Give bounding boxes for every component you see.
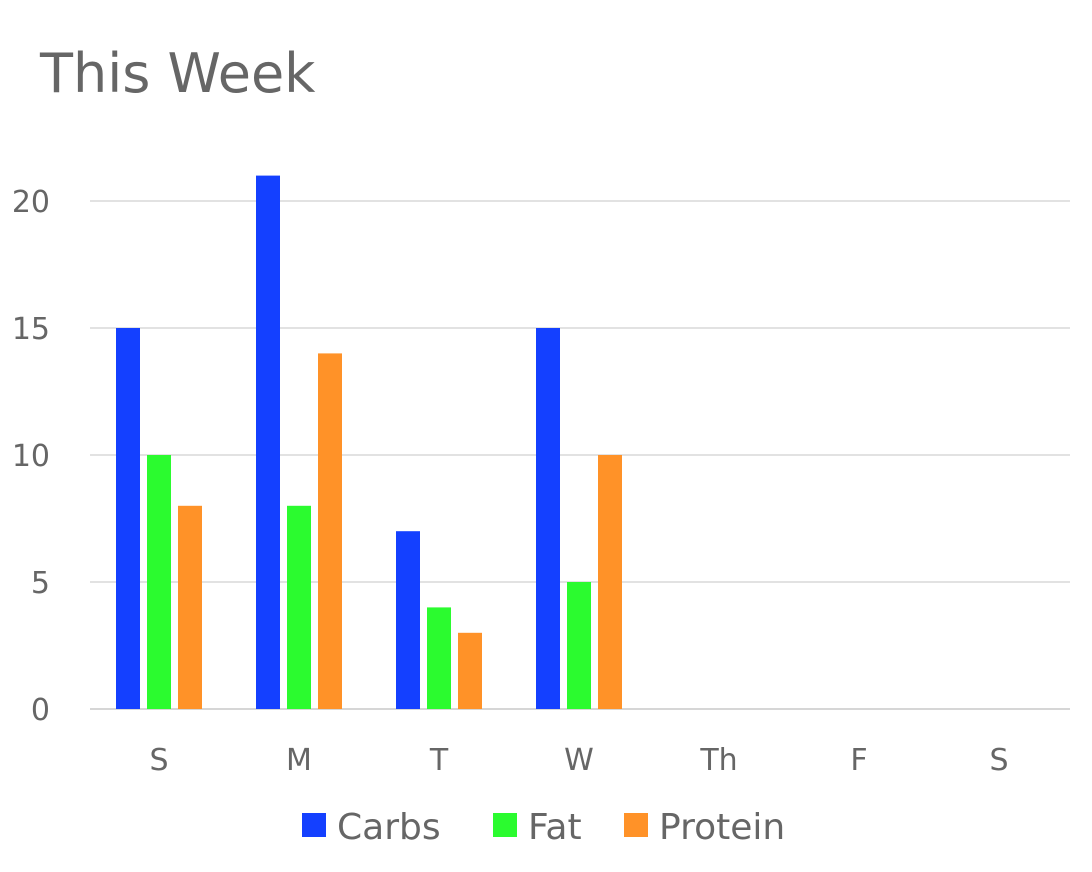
x-tick-label: T (429, 743, 449, 778)
bar-fat (567, 582, 591, 709)
y-tick-label: 5 (31, 566, 50, 601)
bar-carbs (536, 328, 560, 709)
legend-swatch-protein (624, 813, 648, 837)
legend-swatch-fat (493, 813, 517, 837)
x-tick-label: W (564, 743, 594, 778)
bar-fat (147, 455, 171, 709)
bar-protein (178, 505, 202, 709)
bar-fat (287, 505, 311, 709)
bar-protein (318, 353, 342, 709)
x-tick-label: S (149, 743, 168, 778)
x-tick-label: Th (699, 743, 737, 778)
x-tick-label: S (989, 743, 1008, 778)
bar-carbs (256, 175, 280, 710)
legend-label-carbs: Carbs (337, 807, 441, 848)
y-tick-label: 20 (12, 185, 50, 220)
bar-fat (427, 607, 451, 709)
legend-label-protein: Protein (659, 807, 785, 848)
bar-carbs (396, 531, 420, 709)
legend-label-fat: Fat (528, 807, 582, 848)
chart-title: This Week (40, 42, 316, 105)
bar-carbs (116, 328, 140, 709)
x-tick-label: F (850, 743, 867, 778)
y-tick-label: 15 (12, 312, 50, 347)
legend-swatch-carbs (302, 813, 326, 837)
bar-protein (598, 455, 622, 709)
x-tick-label: M (286, 743, 312, 778)
y-tick-label: 0 (31, 693, 50, 728)
bar-protein (458, 632, 482, 709)
y-tick-label: 10 (12, 439, 50, 474)
